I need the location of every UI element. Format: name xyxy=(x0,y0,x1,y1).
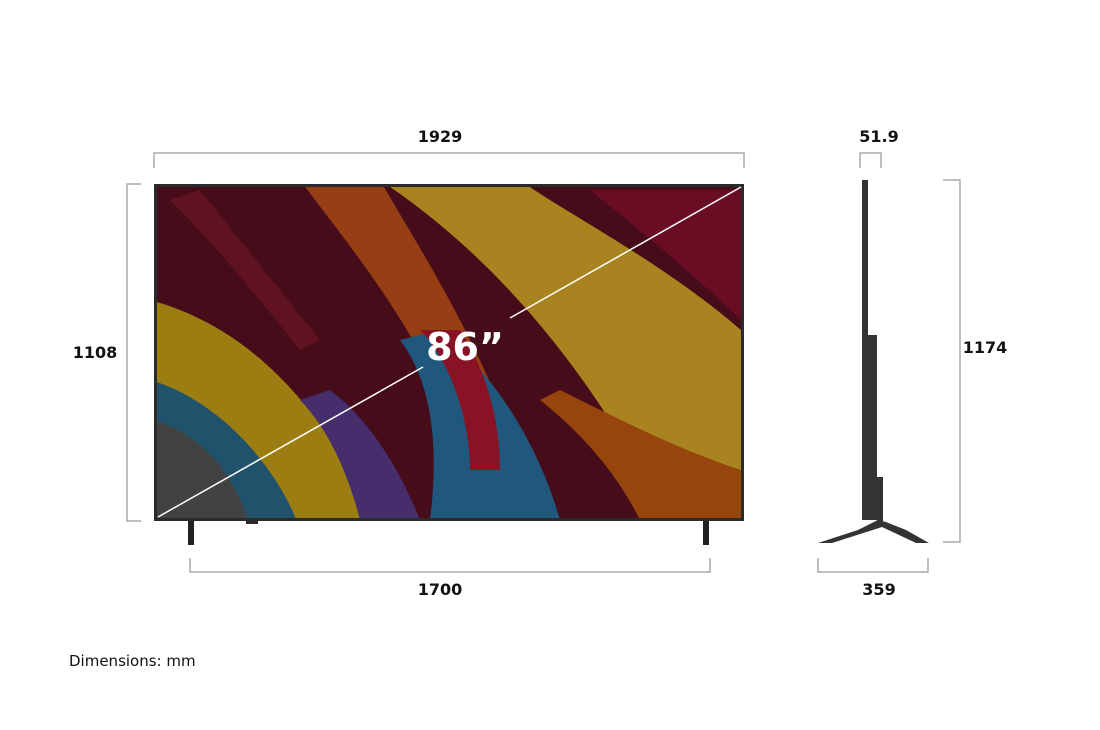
diagonal-size-label: 86” xyxy=(426,325,504,369)
units-note: Dimensions: mm xyxy=(69,652,196,670)
tv-side-view xyxy=(818,180,929,543)
stand-width-bracket xyxy=(189,558,711,573)
depth-label: 51.9 xyxy=(859,127,898,146)
stand-width-label: 1700 xyxy=(418,580,463,599)
width-label: 1929 xyxy=(418,127,463,146)
stand-depth-label: 359 xyxy=(862,580,895,599)
stand-leg-left xyxy=(188,521,194,545)
height-label: 1108 xyxy=(73,343,118,362)
height-bracket xyxy=(126,183,141,522)
side-height-bracket xyxy=(943,179,961,543)
diagonal-line xyxy=(157,366,424,518)
diagonal-line xyxy=(509,186,742,319)
tv-front-view: 86” xyxy=(154,184,744,545)
stand-depth-bracket xyxy=(817,558,929,573)
width-bracket xyxy=(153,152,745,168)
depth-bracket xyxy=(859,152,882,168)
side-height-label: 1174 xyxy=(963,338,1008,357)
stand-leg-right xyxy=(703,521,709,545)
